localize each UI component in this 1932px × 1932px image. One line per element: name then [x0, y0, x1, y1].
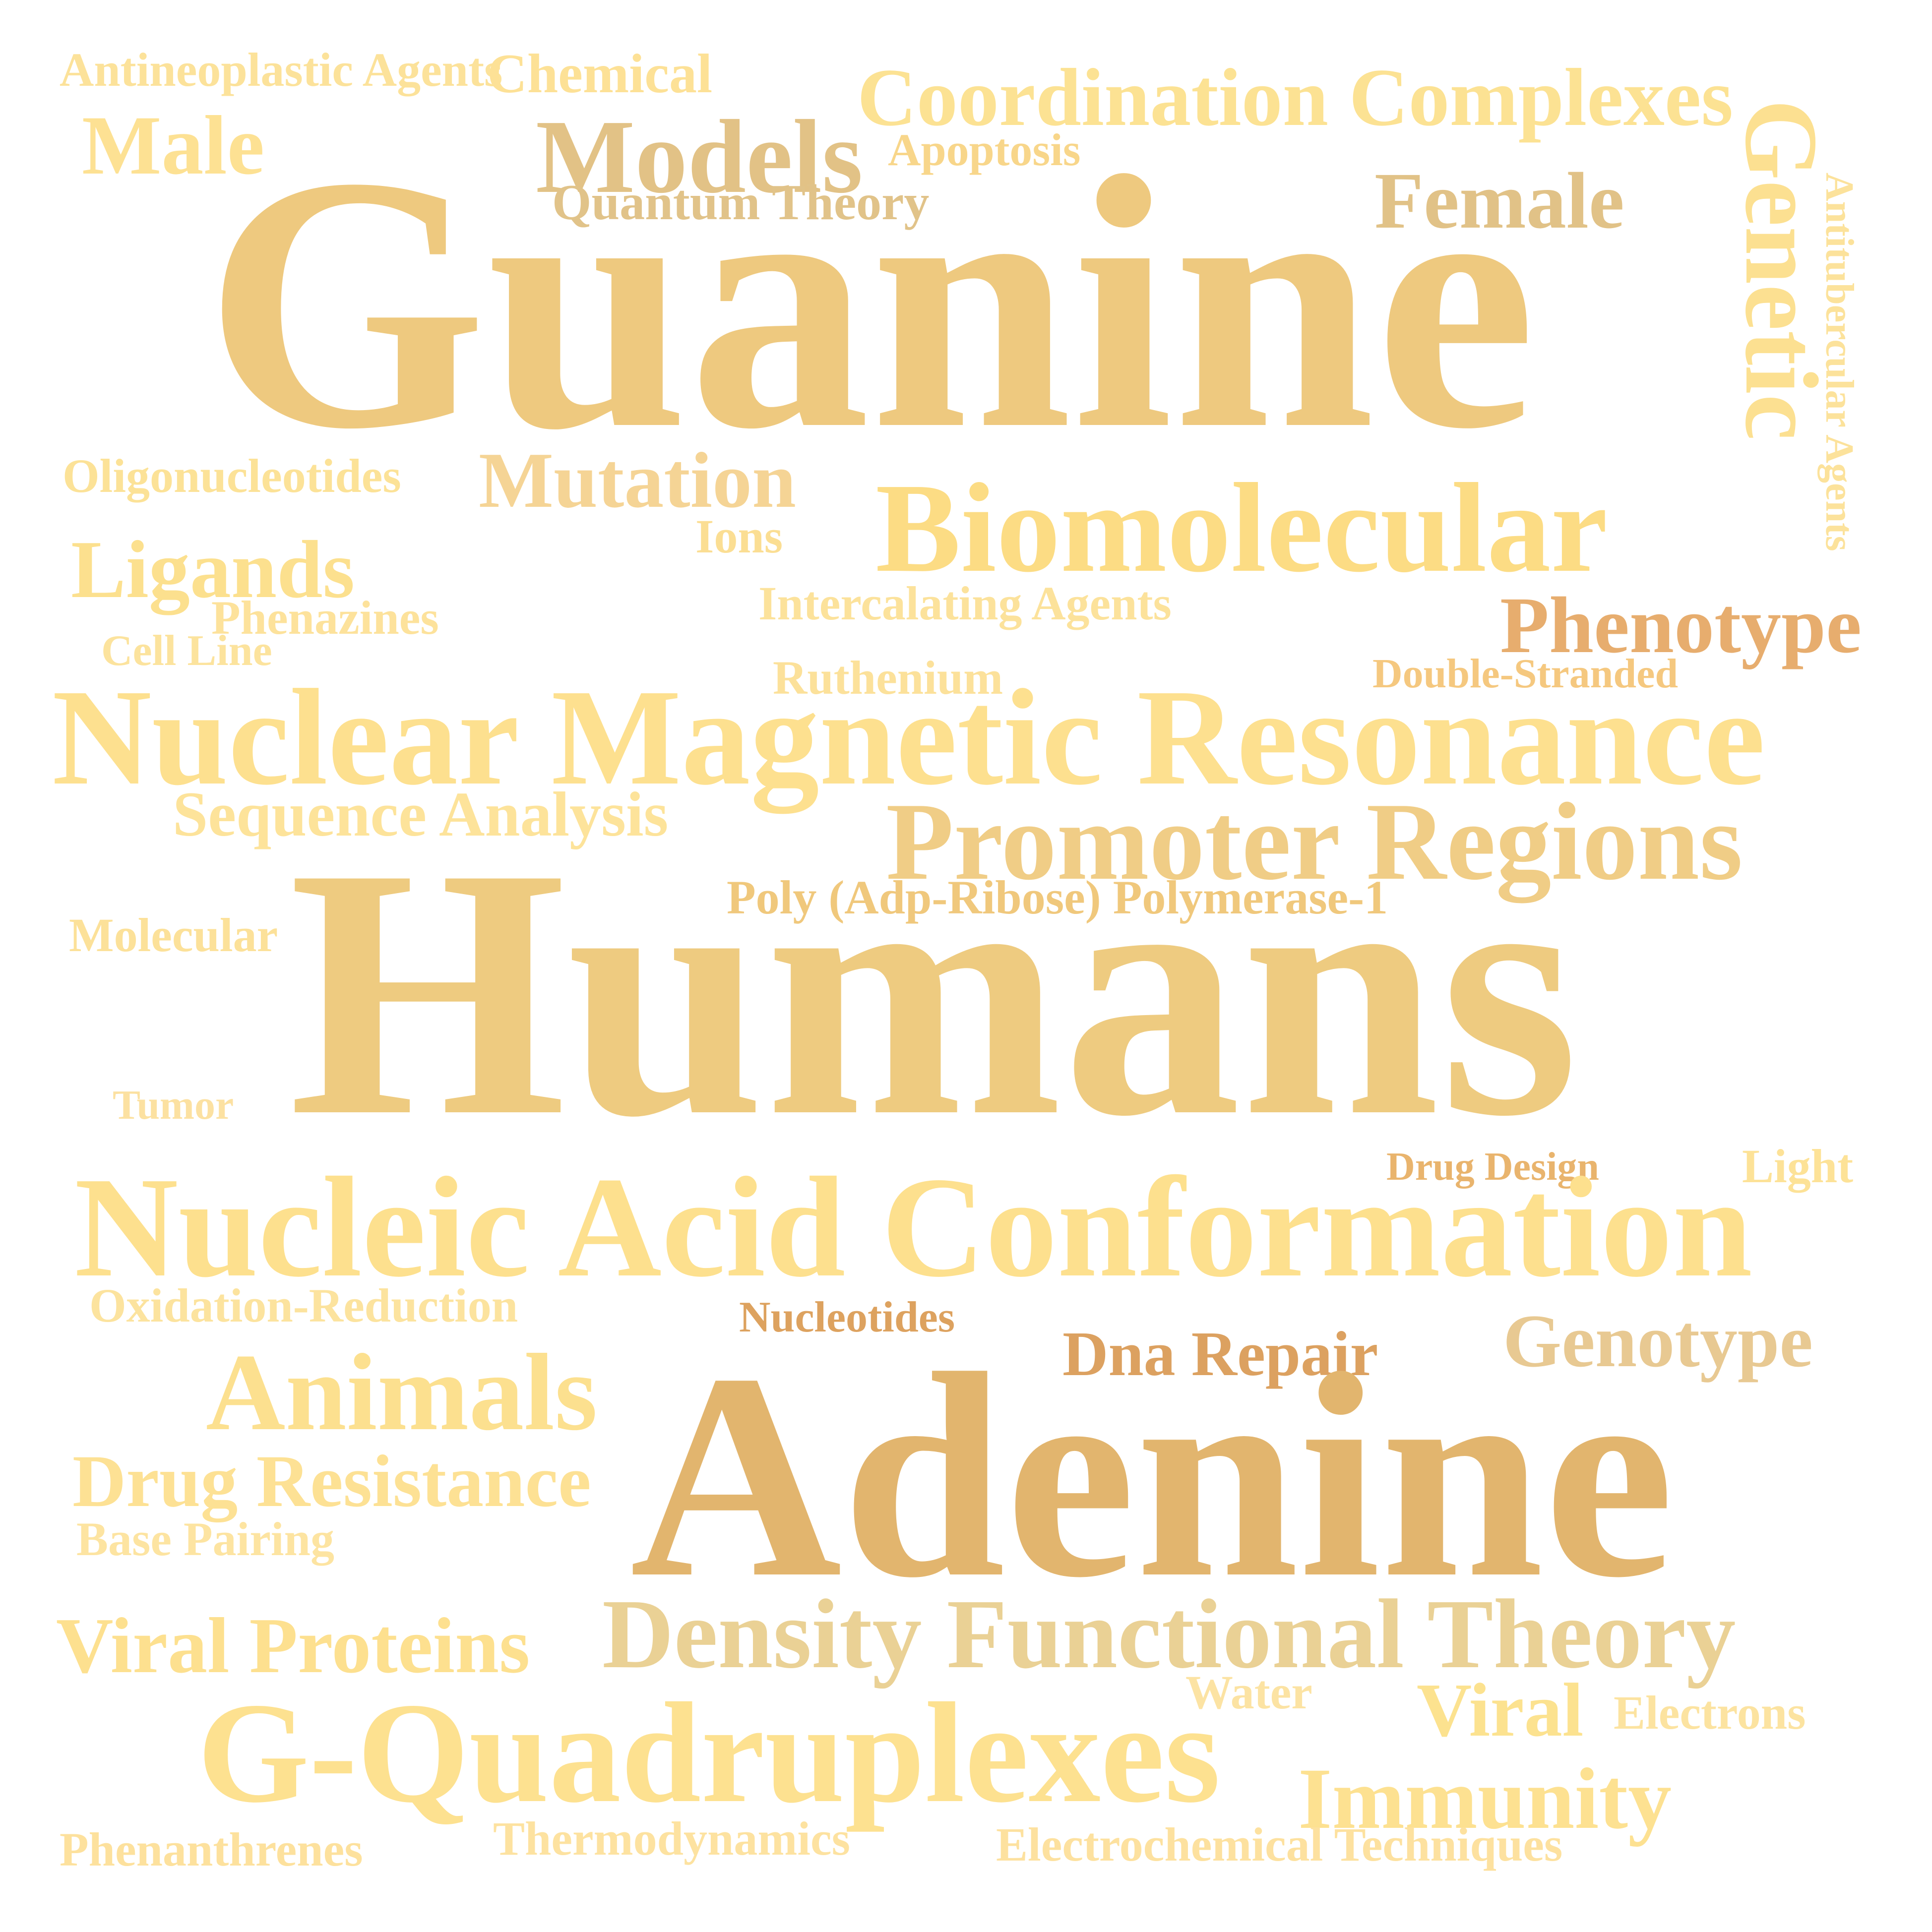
word-electrons: Electrons: [1614, 1686, 1806, 1739]
word-intercalating-agents: Intercalating Agents: [758, 577, 1172, 630]
word-ions: Ions: [695, 510, 783, 563]
word-genetic: Genetic: [1724, 99, 1839, 441]
word-nucleic-acid-conformation: Nucleic Acid Conformation: [74, 1147, 1753, 1307]
word-mutation: Mutation: [479, 436, 796, 524]
word-g-quadruplexes: G-Quadruplexes: [197, 1673, 1221, 1832]
word-cell-line: Cell Line: [101, 627, 272, 675]
word-antineoplastic-agents: Antineoplastic Agents: [60, 43, 503, 96]
word-viral-proteins: Viral Proteins: [56, 1601, 530, 1690]
word-light: Light: [1742, 1140, 1854, 1193]
word-ligands: Ligands: [71, 524, 355, 615]
word-humans: Humans: [289, 794, 1579, 1190]
word-ruthenium: Ruthenium: [773, 651, 1003, 704]
word-oligonucleotides: Oligonucleotides: [62, 449, 401, 502]
word-thermodynamics: Thermodynamics: [493, 1812, 850, 1865]
word-double-stranded: Double-Stranded: [1372, 651, 1679, 697]
word-promoter-regions: Promoter Regions: [886, 780, 1743, 903]
word-drug-design: Drug Design: [1386, 1145, 1599, 1189]
word-phenanthrenes: Phenanthrenes: [60, 1823, 363, 1876]
word-genotype: Genotype: [1503, 1299, 1813, 1383]
word-quantum-theory: Quantum Theory: [552, 175, 930, 231]
word-viral: Viral: [1417, 1668, 1584, 1752]
word-poly-adp-ribose-polymerase-1: Poly (Adp-Ribose) Polymerase-1: [727, 871, 1388, 924]
word-phenotype: Phenotype: [1500, 581, 1862, 670]
word-tumor: Tumor: [113, 1082, 234, 1128]
word-biomolecular: Biomolecular: [875, 457, 1608, 599]
word-models: Models: [536, 98, 863, 215]
word-immunity: Immunity: [1298, 1751, 1672, 1847]
word-electrochemical-techniques: Electrochemical Techniques: [996, 1818, 1563, 1871]
word-phenazines: Phenazines: [211, 591, 439, 644]
word-guanine: Guanine: [204, 102, 1536, 504]
word-water: Water: [1185, 1666, 1312, 1719]
word-molecular: Molecular: [69, 908, 278, 962]
word-coordination-complexes: Coordination Complexes: [857, 52, 1734, 143]
word-female: Female: [1374, 157, 1624, 245]
word-chemical: Chemical: [487, 43, 713, 105]
word-dna-repair: Dna Repair: [1062, 1319, 1378, 1389]
word-male: Male: [82, 99, 265, 192]
word-nucleotides: Nucleotides: [739, 1293, 955, 1341]
word-sequence-analysis: Sequence Analysis: [173, 779, 669, 849]
word-base-pairing: Base Pairing: [76, 1512, 334, 1566]
word-adenine: Adenine: [630, 1313, 1675, 1638]
word-drug-resistance: Drug Resistance: [72, 1440, 591, 1522]
word-nuclear-magnetic-resonance: Nuclear Magnetic Resonance: [52, 661, 1765, 814]
word-density-functional-theory: Density Functional Theory: [602, 1579, 1736, 1689]
word-antitubercular-agents: Antitubercular Agents: [1817, 173, 1861, 551]
word-apoptosis: Apoptosis: [888, 124, 1081, 175]
word-oxidation-reduction: Oxidation-Reduction: [89, 1279, 518, 1332]
word-animals: Animals: [206, 1331, 598, 1453]
